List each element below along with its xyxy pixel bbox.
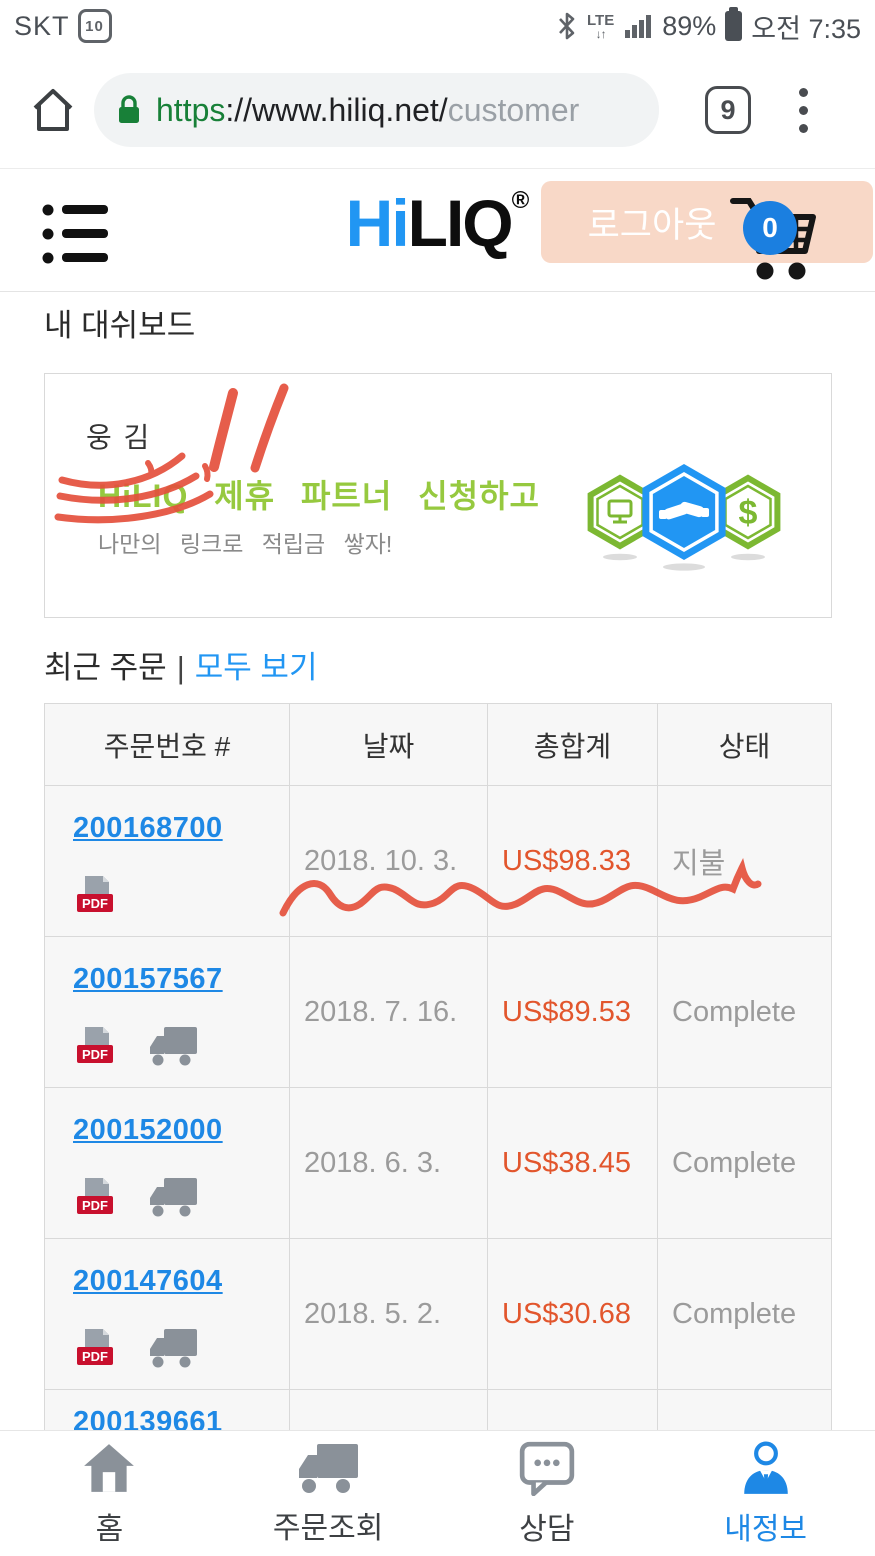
order-number-link[interactable]: 200147604 [73,1265,223,1297]
cart-count-badge: 0 [743,201,797,255]
orders-table: 주문번호 # 날짜 총합계 상태 200168700 PDF 2018. 10.… [44,703,832,1541]
order-status: Complete [672,1297,797,1330]
pdf-invoice-icon[interactable]: PDF [73,1025,119,1067]
url-text: https://www.hiliq.net/customer [156,91,580,128]
table-row: 200168700 PDF 2018. 10. 3. US$98.33 지불 [45,786,831,937]
clock-label: 오전 7:35 [751,13,861,44]
affiliate-hexagons-icon: $ [587,464,781,571]
column-header-order-no: 주문번호 # [45,704,290,785]
shipment-truck-icon[interactable] [147,1025,199,1067]
table-row: 200147604 PDF 2018. 5. [45,1239,831,1390]
svg-text:PDF: PDF [82,896,108,911]
svg-text:PDF: PDF [82,1047,108,1062]
nav-label: 내정보 [724,1512,808,1546]
order-number-link[interactable]: 200152000 [73,1114,223,1146]
order-total: US$98.33 [488,786,658,936]
page-title: 내 대쉬보드 [44,308,196,343]
svg-text:$: $ [739,494,758,532]
order-date: 2018. 10. 3. [290,786,488,936]
column-header-status: 상태 [718,730,771,762]
address-bar[interactable]: https://www.hiliq.net/customer [94,73,659,147]
table-row: 200157567 PDF 2018. 7. [45,937,831,1088]
svg-text:PDF: PDF [82,1349,108,1364]
browser-toolbar: https://www.hiliq.net/customer 9 [0,52,875,168]
bottom-navigation: 홈 주문조회 상담 [0,1430,875,1556]
status-bar: SKT 10 LTE ↓↑ 89% 오전 7:35 [0,0,875,52]
nav-item-home[interactable]: 홈 [0,1431,219,1556]
order-number-link[interactable]: 200157567 [73,963,223,995]
nav-item-orders[interactable]: 주문조회 [219,1431,438,1556]
order-total: US$89.53 [488,937,658,1087]
nav-label: 상담 [519,1512,575,1546]
chat-bubble-icon [519,1441,575,1496]
tab-switcher-button[interactable]: 9 [705,86,751,134]
nav-item-chat[interactable]: 상담 [438,1431,657,1556]
bluetooth-icon [559,12,575,40]
nav-item-my-info[interactable]: 내정보 [656,1431,875,1556]
order-date: 2018. 6. 3. [290,1088,488,1238]
order-status: Complete [672,995,797,1028]
column-header-total: 총합계 [488,704,658,785]
order-total: US$30.68 [488,1239,658,1389]
order-number-link[interactable]: 200168700 [73,812,223,844]
user-name: 웅 김 [86,422,152,453]
list-menu-icon [42,204,108,264]
sim-card-icon: 10 [77,9,112,43]
recent-orders-heading: 최근 주문 | 모두 보기 [44,650,318,685]
cart-button[interactable]: 0 [729,191,825,291]
banner-subtitle: 나만의 링크로 적립금 쌓자! [98,531,393,557]
order-status: 지불 [672,848,726,880]
browser-menu-button[interactable] [793,82,814,139]
affiliate-banner[interactable]: HiLIQ 제휴 파트너 신청하고 나만의 링크로 적립금 쌓자! $ [86,464,792,571]
order-total: US$38.45 [488,1088,658,1238]
orders-table-header: 주문번호 # 날짜 총합계 상태 [45,704,831,786]
nav-label: 홈 [95,1512,124,1546]
signal-strength-icon [625,15,652,38]
banner-title: HiLIQ 제휴 파트너 신청하고 [98,478,540,514]
battery-icon [725,7,743,41]
logout-button[interactable]: 로그아웃 [541,181,873,263]
nav-label: 주문조회 [272,1511,384,1545]
truck-icon [299,1443,359,1493]
home-icon [33,89,73,131]
person-icon [743,1441,788,1494]
view-all-link[interactable]: 모두 보기 [194,650,318,685]
column-header-date: 날짜 [290,704,488,785]
recent-orders-label: 최근 주문 [44,650,167,685]
browser-home-button[interactable] [24,81,82,139]
battery-percent-label: 89% [662,10,717,41]
home-icon [84,1443,135,1492]
hiliq-logo[interactable]: HiLIQ® [345,186,530,260]
site-header: HiLIQ® 로그아웃 0 [0,168,875,292]
pdf-invoice-icon[interactable]: PDF [73,1327,119,1369]
shipment-truck-icon[interactable] [147,1327,199,1369]
secure-lock-icon [119,95,139,123]
pdf-invoice-icon[interactable]: PDF [73,874,119,916]
order-status: Complete [672,1146,797,1179]
dashboard-panel: 웅 김 HiLIQ 제휴 파트너 신청하고 나만의 링크로 적립금 쌓자! $ [44,373,832,618]
order-date: 2018. 7. 16. [290,937,488,1087]
shipment-truck-icon[interactable] [147,1176,199,1218]
table-row: 200152000 PDF 2018. 6. [45,1088,831,1239]
pdf-invoice-icon[interactable]: PDF [73,1176,119,1218]
svg-text:PDF: PDF [82,1198,108,1213]
lte-icon: LTE ↓↑ [587,11,615,41]
menu-button[interactable] [42,201,112,272]
carrier-label: SKT [14,10,70,41]
order-date: 2018. 5. 2. [290,1239,488,1389]
